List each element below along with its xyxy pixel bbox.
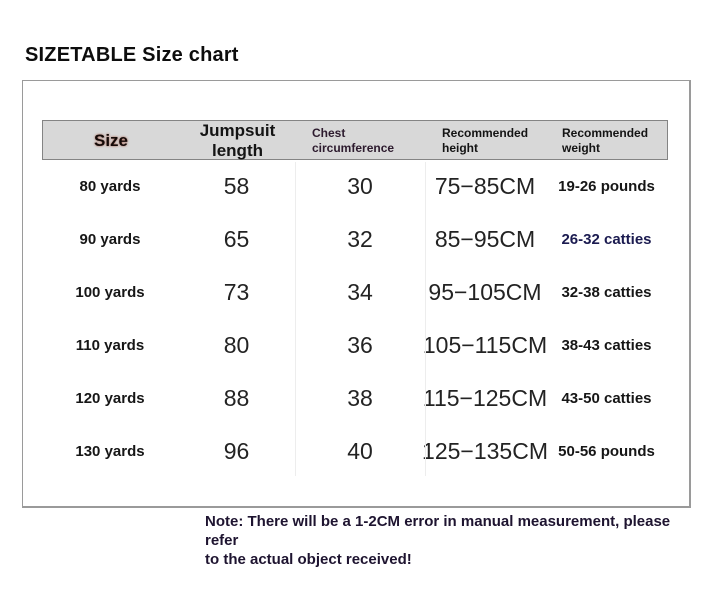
height-cell: 125−135CM <box>422 438 548 464</box>
page-title: SIZETABLE Size chart <box>25 44 239 66</box>
size-cell: 80 yards <box>79 178 141 195</box>
table-row: 130 yards 96 40 125−135CM 50-56 pounds <box>42 425 668 478</box>
weight-cell: 43-50 catties <box>561 390 652 407</box>
size-cell: 100 yards <box>75 284 145 301</box>
header-recommended-height: Recommended height <box>442 126 529 155</box>
size-cell: 130 yards <box>75 443 145 460</box>
height-cell: 85−95CM <box>434 226 536 252</box>
chest-cell: 40 <box>347 438 373 464</box>
measurement-note-line2: to the actual object received! <box>205 551 412 568</box>
chest-cell: 30 <box>347 173 373 199</box>
weight-cell: 50-56 pounds <box>558 443 655 460</box>
chest-cell: 32 <box>347 226 373 252</box>
table-row: 120 yards 88 38 115−125CM 43-50 catties <box>42 372 668 425</box>
table-body: 80 yards 58 30 75−85CM 19-26 pounds 90 y… <box>42 160 668 478</box>
weight-cell: 19-26 pounds <box>558 178 655 195</box>
column-divider <box>425 162 426 476</box>
table-row: 90 yards 65 32 85−95CM 26-32 catties <box>42 213 668 266</box>
weight-cell: 38-43 catties <box>561 337 652 354</box>
length-cell: 88 <box>223 385 250 411</box>
table-header-row: Size Jumpsuit length Chest circumference… <box>42 120 668 160</box>
length-cell: 73 <box>223 279 250 305</box>
table-row: 110 yards 80 36 105−115CM 38-43 catties <box>42 319 668 372</box>
size-chart-panel: Size Jumpsuit length Chest circumference… <box>22 80 691 508</box>
table-row: 100 yards 73 34 95−105CM 32-38 catties <box>42 266 668 319</box>
header-recommended-weight: Recommended weight <box>562 126 649 155</box>
chest-cell: 38 <box>347 385 373 411</box>
size-cell: 110 yards <box>75 337 145 354</box>
length-cell: 65 <box>223 226 250 252</box>
header-chest-circumference: Chest circumference <box>312 126 395 155</box>
height-cell: 75−85CM <box>434 173 536 199</box>
length-cell: 80 <box>223 332 250 358</box>
table-row: 80 yards 58 30 75−85CM 19-26 pounds <box>42 160 668 213</box>
chest-cell: 34 <box>347 279 373 305</box>
header-size: Size <box>93 131 129 150</box>
column-divider <box>295 162 296 476</box>
size-cell: 90 yards <box>79 231 141 248</box>
height-cell: 95−105CM <box>428 279 542 305</box>
height-cell: 115−125CM <box>422 385 548 411</box>
size-cell: 120 yards <box>75 390 145 407</box>
measurement-note-line1: Note: There will be a 1-2CM error in man… <box>205 513 671 549</box>
measurement-note: Note: There will be a 1-2CM error in man… <box>205 512 705 569</box>
height-cell: 105−115CM <box>422 332 548 358</box>
length-cell: 96 <box>223 438 250 464</box>
size-table: Size Jumpsuit length Chest circumference… <box>42 120 668 478</box>
weight-cell: 26-32 catties <box>561 231 652 248</box>
weight-cell: 32-38 catties <box>561 284 652 301</box>
length-cell: 58 <box>223 173 250 199</box>
header-jumpsuit-length: Jumpsuit length <box>199 121 276 160</box>
chest-cell: 36 <box>347 332 373 358</box>
